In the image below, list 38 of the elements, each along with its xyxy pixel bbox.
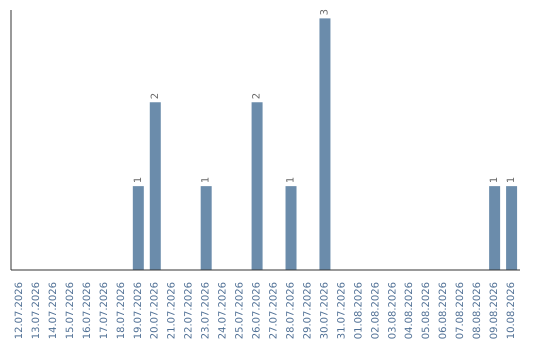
x-tick-label: 13.07.2026 xyxy=(30,282,42,340)
x-tick-label: 16.07.2026 xyxy=(82,282,93,340)
x-tick-label: 12.07.2026 xyxy=(14,282,25,340)
x-tick-label: 04.08.2026 xyxy=(404,282,416,340)
x-tick-label: 03.08.2026 xyxy=(387,282,398,340)
x-tick-label: 28.07.2026 xyxy=(285,282,296,340)
x-tick-label: 21.07.2026 xyxy=(166,282,178,340)
x-tick-label: 27.07.2026 xyxy=(268,282,280,340)
x-tick-label: 06.08.2026 xyxy=(438,282,450,340)
x-tick-label: 29.07.2026 xyxy=(302,282,314,340)
x-tick-label: 14.07.2026 xyxy=(48,282,59,340)
data-label: 1 xyxy=(506,176,518,184)
data-label: 1 xyxy=(132,176,144,184)
x-tick-label: 23.07.2026 xyxy=(200,282,212,340)
x-tick-label: 10.08.2026 xyxy=(506,282,518,340)
x-tick-label: 26.07.2026 xyxy=(252,282,263,340)
data-label: 3 xyxy=(319,9,330,16)
x-tick-label: 15.07.2026 xyxy=(64,282,76,340)
x-tick-label: 24.07.2026 xyxy=(218,282,229,340)
x-tick-label: 02.08.2026 xyxy=(370,282,382,340)
x-tick-label: 09.08.2026 xyxy=(489,282,500,340)
data-label: 1 xyxy=(286,176,297,184)
data-label: 1 xyxy=(489,176,500,184)
x-tick-label: 20.07.2026 xyxy=(150,282,161,340)
x-tick-label: 25.07.2026 xyxy=(234,282,246,340)
data-label: 2 xyxy=(252,92,263,100)
x-tick-label: 18.07.2026 xyxy=(116,282,127,340)
x-tick-label: 17.07.2026 xyxy=(98,282,110,340)
x-tick-label: 31.07.2026 xyxy=(336,282,348,340)
x-tick-label: 07.08.2026 xyxy=(455,282,466,340)
x-tick-label: 05.08.2026 xyxy=(421,282,432,340)
data-label: 1 xyxy=(200,176,212,184)
x-tick-label: 22.07.2026 xyxy=(184,282,195,340)
x-tick-label: 08.08.2026 xyxy=(472,282,484,340)
x-tick-label: 01.08.2026 xyxy=(353,282,364,340)
x-tick-label: 19.07.2026 xyxy=(132,282,144,340)
data-label: 2 xyxy=(150,92,161,100)
x-tick-label: 30.07.2026 xyxy=(319,282,330,340)
